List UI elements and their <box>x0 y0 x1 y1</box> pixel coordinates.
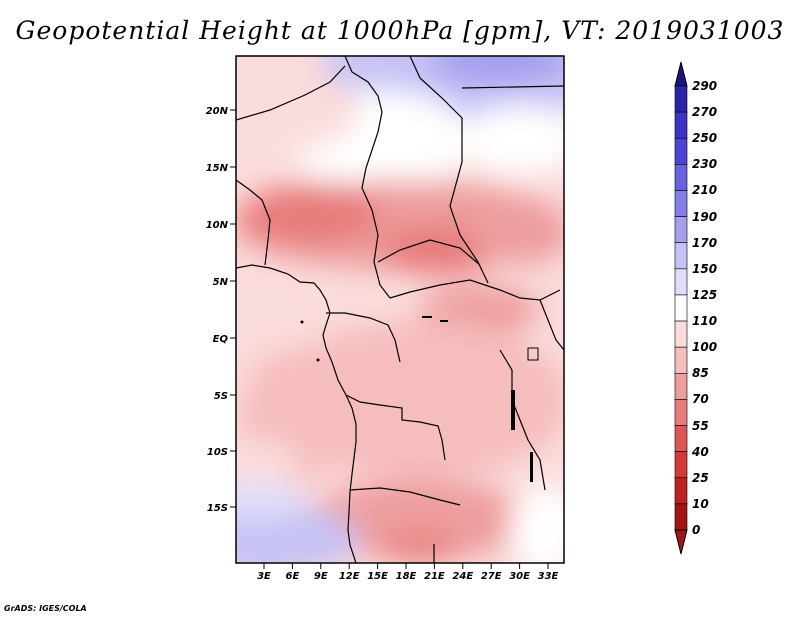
colorbar-bin <box>674 399 688 426</box>
lat-label-10s: 10S <box>207 447 228 458</box>
field-kalahari-low <box>310 480 530 560</box>
colorbar <box>674 61 688 555</box>
field-high-southwest <box>236 505 360 563</box>
colorbar-label: 290 <box>692 79 718 93</box>
colorbar-bin <box>674 216 688 244</box>
lat-label-15s: 15S <box>207 503 228 514</box>
colorbar-label: 110 <box>692 314 718 329</box>
colorbar-label: 230 <box>692 157 718 172</box>
colorbar-label: 190 <box>692 209 718 224</box>
field-kalahari-core <box>380 534 460 562</box>
lon-label-27e: 27E <box>481 571 502 582</box>
lat-label-15n: 15N <box>206 163 229 174</box>
field-pink-northwest <box>236 70 360 150</box>
colorbar-bin <box>674 137 688 165</box>
lon-label-18e: 18E <box>396 571 417 582</box>
colorbar-bin <box>674 320 688 348</box>
colorbar-label: 85 <box>692 366 709 381</box>
lake-marker-1 <box>422 316 432 318</box>
colorbar-label: 55 <box>692 418 709 433</box>
colorbar-label: 100 <box>692 340 718 355</box>
colorbar-bin <box>674 85 688 113</box>
field-sahel-core-east <box>380 225 500 275</box>
lon-label-24e: 24E <box>452 571 473 582</box>
colorbar-bin <box>674 503 688 531</box>
colorbar-bin <box>674 268 688 296</box>
border-angola-namibia <box>349 487 461 506</box>
lat-label-20n: 20N <box>206 106 229 117</box>
field-white-northeast <box>460 105 564 175</box>
island-2 <box>316 358 320 362</box>
colorbar-label: 40 <box>692 444 709 459</box>
colorbar-bin <box>674 242 688 270</box>
colorbar-label: 270 <box>692 105 718 120</box>
colorbar-bottom-arrow <box>674 529 688 555</box>
border-drc-angola <box>345 394 446 461</box>
colorbar-label: 10 <box>692 496 709 511</box>
lat-label-eq: EQ <box>213 334 229 345</box>
colorbar-bin <box>674 372 688 400</box>
plot-frame <box>235 55 565 564</box>
lake-tanganyika <box>511 390 515 430</box>
lon-label-33e: 33E <box>538 571 559 582</box>
lat-label-10n: 10N <box>206 220 229 231</box>
island-1 <box>300 320 304 324</box>
border-west-africa <box>236 179 271 266</box>
border-car-north <box>377 239 481 266</box>
colorbar-top-arrow <box>674 61 688 87</box>
lake-malawi <box>530 452 533 482</box>
lake-victoria <box>527 347 539 361</box>
field-white-southeast <box>510 485 564 563</box>
colorbar-bin <box>674 164 688 191</box>
coastlines-borders <box>236 56 564 563</box>
lat-axis: 20N 15N 10N 5N EQ 5S 10S 15S <box>206 106 236 514</box>
field-high-southwest-edge <box>236 480 305 520</box>
colorbar-label: 250 <box>692 131 718 146</box>
border-cameroon-congo <box>326 312 401 363</box>
colorbar-bin <box>674 477 688 505</box>
lat-label-5n: 5N <box>213 277 229 288</box>
colorbar-label: 25 <box>692 470 709 485</box>
border-car-south <box>389 279 561 301</box>
border-libya-egypt <box>461 85 564 89</box>
colorbar-label: 210 <box>692 183 718 198</box>
map-plot-area <box>236 56 564 563</box>
colorbar-label: 70 <box>692 392 709 407</box>
colorbar-label: 150 <box>692 261 718 276</box>
border-east-africa <box>499 349 546 491</box>
lon-label-15e: 15E <box>367 571 388 582</box>
field-sahel-core-west <box>240 185 380 245</box>
colorbar-bin <box>674 111 688 139</box>
lon-label-6e: 6E <box>286 571 300 582</box>
lon-label-9e: 9E <box>314 571 328 582</box>
lake-marker-2 <box>440 320 448 322</box>
border-chad-niger <box>344 56 391 299</box>
lat-label-5s: 5S <box>214 391 228 402</box>
border-chad-sudan <box>409 56 489 284</box>
border-kenya-uganda <box>539 299 564 351</box>
colorbar-label: 0 <box>692 523 701 537</box>
field-high-north-core <box>430 56 564 85</box>
lon-label-30e: 30E <box>509 571 530 582</box>
field-congo-basin <box>270 320 564 480</box>
lon-axis: 3E 6E 9E 12E 15E 18E 21E 24E 27E 30E 33E <box>257 563 559 582</box>
colorbar-bin <box>674 294 688 322</box>
height-field <box>236 56 564 563</box>
border-algeria-niger <box>236 65 346 121</box>
colorbar-label: 170 <box>692 235 718 250</box>
field-east-low <box>470 205 564 265</box>
colorbar-label: 125 <box>692 287 718 302</box>
colorbar-bin <box>674 425 688 452</box>
chart-title: Geopotential Height at 1000hPa [gpm], VT… <box>15 16 785 45</box>
lon-label-21e: 21E <box>424 571 445 582</box>
atlantic-coastline <box>236 264 357 563</box>
lon-label-12e: 12E <box>339 571 360 582</box>
colorbar-bin <box>674 346 688 374</box>
footer-credit: GrADS: IGES/COLA <box>4 604 87 613</box>
colorbar-bin <box>674 451 688 479</box>
lon-label-3e: 3E <box>257 571 271 582</box>
lakes-islands <box>300 316 539 482</box>
colorbar-bin <box>674 190 688 217</box>
